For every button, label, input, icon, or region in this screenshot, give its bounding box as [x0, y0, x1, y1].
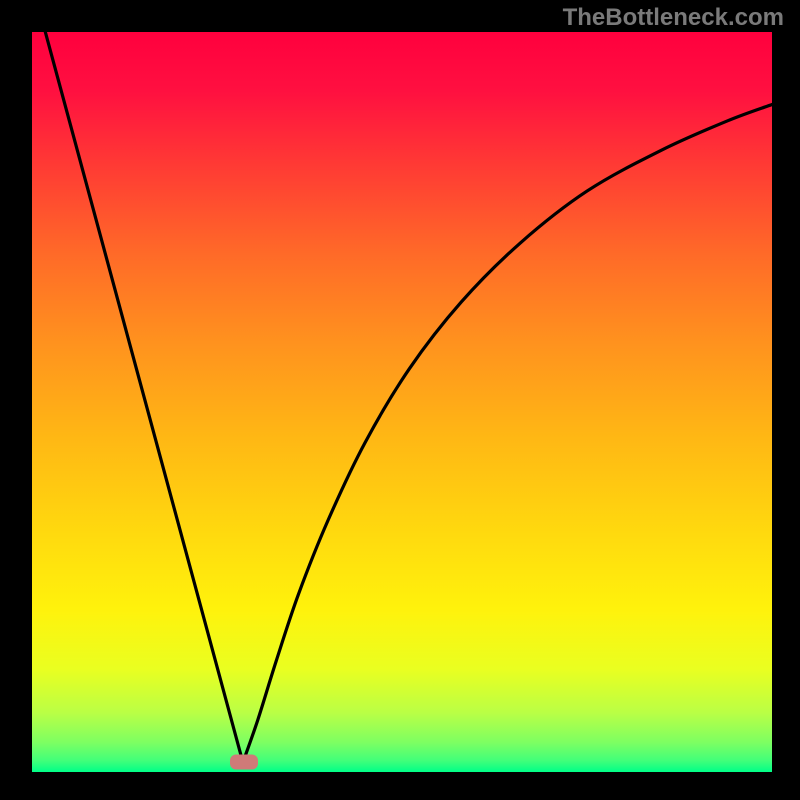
plot-area [32, 32, 772, 772]
chart-container: TheBottleneck.com [0, 0, 800, 800]
watermark-text: TheBottleneck.com [563, 4, 784, 32]
bottleneck-curve [45, 32, 772, 762]
curve-layer [32, 32, 772, 772]
optimal-marker [230, 754, 258, 769]
